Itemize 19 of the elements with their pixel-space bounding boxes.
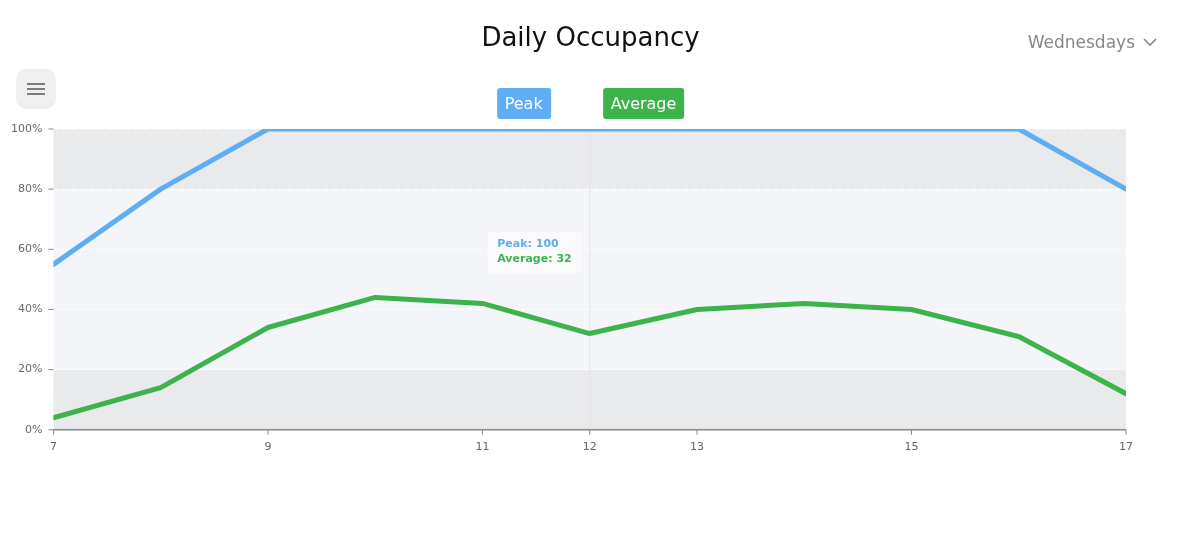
y-tick-label: 80% <box>17 182 43 196</box>
x-tick-label: 13 <box>689 440 704 454</box>
series-label: Peak <box>496 88 551 119</box>
annotation: Average: 32 <box>497 252 572 266</box>
annotation: Peak: 100 <box>497 237 560 251</box>
y-tick-label: 40% <box>17 302 43 316</box>
x-tick-label: 12 <box>582 440 597 454</box>
chart-title: Daily Occupancy <box>481 22 700 52</box>
chart-subtitle: Wednesdays <box>1027 32 1135 52</box>
y-tick-label: 20% <box>17 362 43 376</box>
x-tick-label: 11 <box>475 440 490 454</box>
text: Average <box>602 88 685 119</box>
x-tick-label: 17 <box>1119 440 1133 454</box>
x-tick-label: 7 <box>49 440 57 454</box>
x-tick-label: 9 <box>264 440 272 454</box>
x-tick-label: 15 <box>904 440 919 454</box>
y-tick-label: 60% <box>17 242 43 256</box>
y-tick-label: 100% <box>10 121 43 135</box>
y-tick-label: 0% <box>24 422 43 436</box>
